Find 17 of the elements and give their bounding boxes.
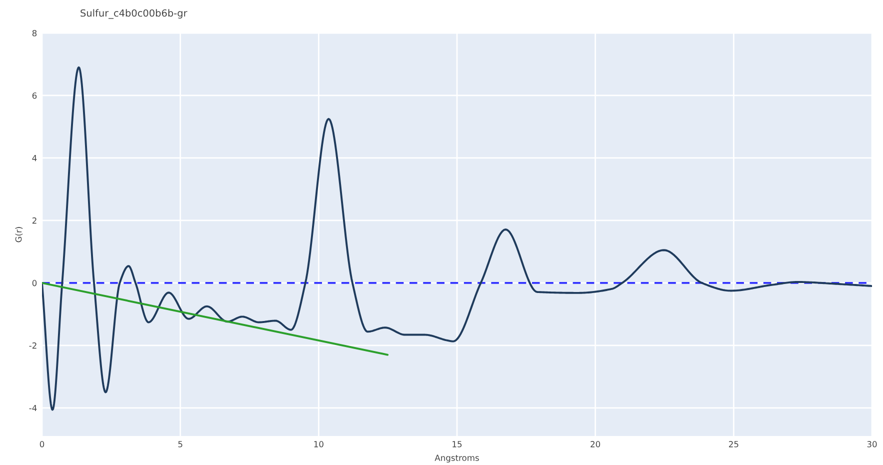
x-tick-label: 20 [590, 441, 600, 448]
y-tick-label: 4 [32, 155, 37, 162]
x-tick-label: 30 [867, 441, 877, 448]
y-tick-label: -4 [29, 404, 37, 412]
y-tick-label: -2 [29, 342, 36, 349]
y-axis-title: G(r) [15, 227, 23, 242]
y-tick-label: 6 [32, 92, 37, 99]
x-tick-label: 5 [178, 441, 182, 448]
chart-title: Sulfur_c4b0c00b6b-gr [80, 9, 188, 19]
y-tick-label: 2 [32, 217, 36, 224]
x-tick-label: 0 [40, 441, 44, 448]
x-tick-label: 15 [452, 441, 462, 448]
x-tick-label: 10 [314, 441, 324, 448]
y-tick-label: 0 [32, 280, 37, 286]
y-tick-label: 8 [32, 30, 37, 36]
x-tick-label: 25 [728, 441, 738, 448]
x-axis-title: Angstroms [434, 454, 479, 463]
